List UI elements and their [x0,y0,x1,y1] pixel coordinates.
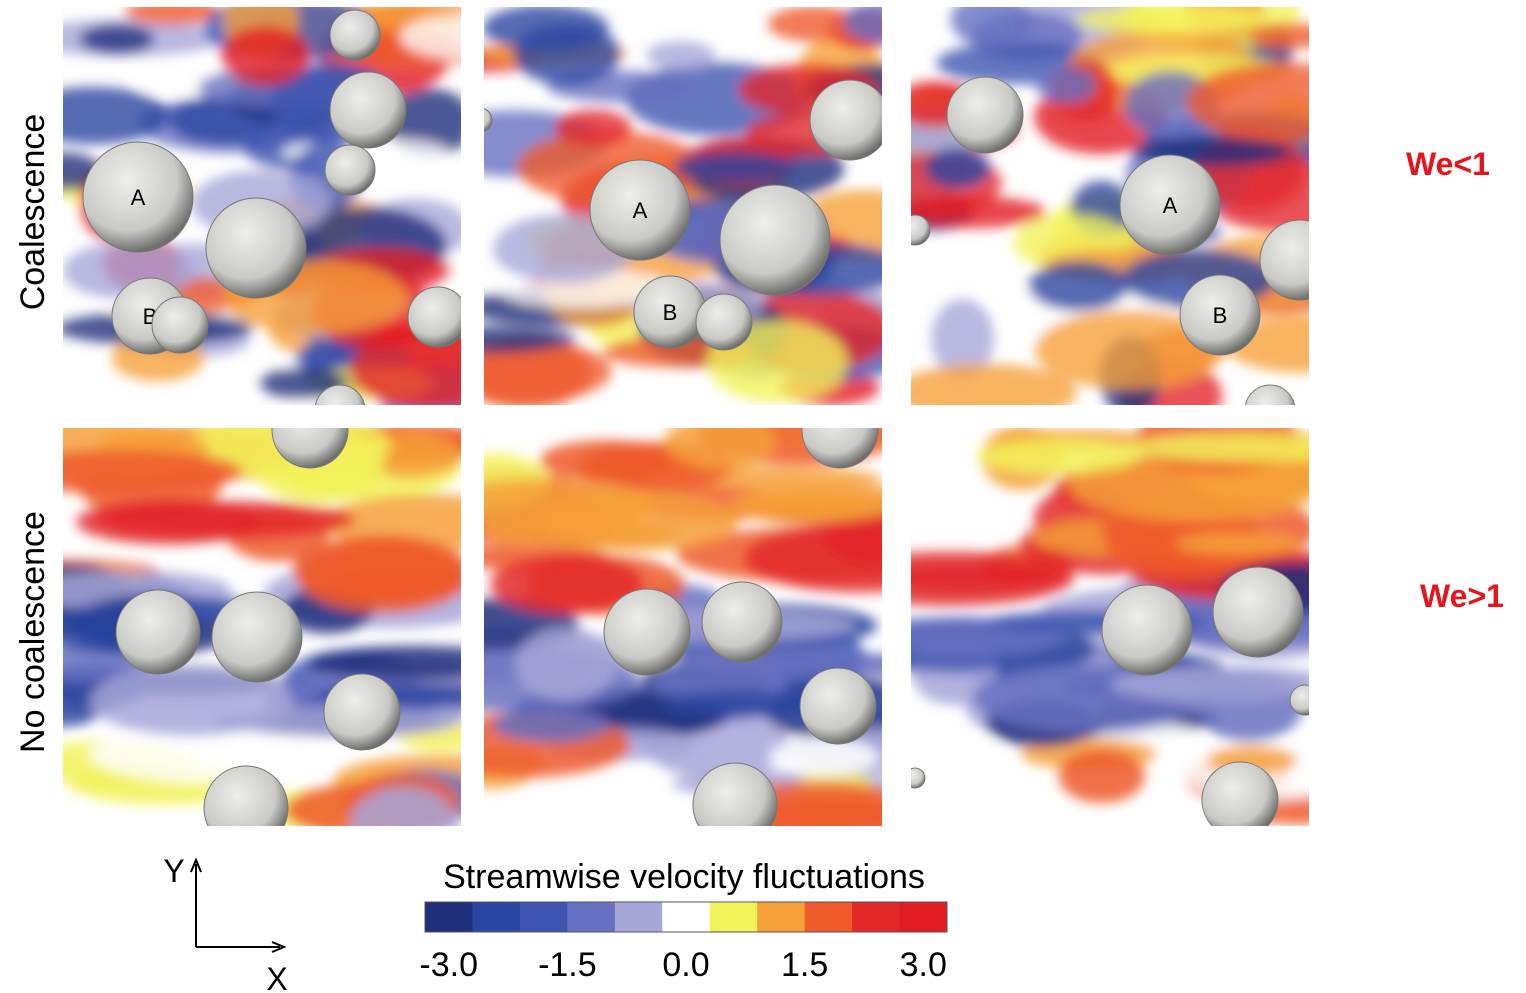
flow-blob [0,450,242,494]
flow-blob [1127,434,1368,462]
flow-blob [664,414,776,469]
bubble [1202,762,1278,838]
colorbar-tick-label: 1.5 [781,946,828,984]
bubble [947,77,1023,153]
bubble-label: A [131,185,146,210]
bubble [1213,567,1303,657]
bubble [408,287,468,347]
bubble-label: A [633,198,648,223]
flow-panel: AB [19,0,542,441]
colorbar-tick-label: -3.0 [419,946,478,984]
colorbar-swatch [805,902,853,932]
colorbar-swatch [425,902,473,932]
axes-icon [191,860,284,952]
bubble [330,72,406,148]
flow-blob [76,499,261,544]
bubble [1260,220,1340,300]
colorbar-swatch [710,902,758,932]
bubble-label: A [1163,193,1178,218]
flow-blob [1036,66,1097,103]
colorbar-swatch [757,902,805,932]
x-axis-label: X [266,961,287,993]
flow-blob [438,479,655,529]
bubble [468,108,492,132]
bubble [315,385,365,435]
flow-blob [646,41,715,70]
bubble-label: B [1213,303,1228,328]
flow-blob [482,5,609,52]
flow-blob [1186,62,1381,141]
figure: ABABAB Coalescence No coalescence We<1 W… [0,0,1526,993]
colorbar: -3.0 -1.5 0.0 1.5 3.0 [419,902,947,984]
flow-blob [80,24,155,53]
flow-blob [540,440,669,480]
bubble [1102,585,1192,675]
row-label: Coalescence [14,114,52,311]
bubble [900,215,930,245]
flow-blob [492,708,610,742]
flow-blob [555,110,632,146]
bubble [1290,685,1320,715]
flow-blob [1029,261,1129,311]
regime-label: We>1 [1420,578,1504,614]
colorbar-swatch [472,902,520,932]
row-label: No coalescence [14,511,52,753]
colorbar-swatch [615,902,663,932]
bubble [116,590,200,674]
bubble [720,185,830,295]
bubble [604,589,690,675]
flow-blob [292,535,469,603]
bubble-label: B [663,300,678,325]
bubble [702,582,782,662]
colorbar-swatch [567,902,615,932]
bubble [800,668,876,744]
flow-blob [515,628,616,701]
colorbar-swatch [520,902,568,932]
flow-panel [0,392,545,859]
flow-panel: AB [394,1,955,410]
y-axis-label: Y [163,853,184,889]
flow-blob [977,438,1140,474]
flow-panel [393,392,981,847]
bubble [1245,385,1295,435]
bubble [693,763,777,847]
flow-blob [770,737,878,776]
bubble [330,10,380,60]
bubble [810,80,890,160]
flow-blob [221,26,310,86]
colorbar-swatch [662,902,710,932]
bubble [152,297,208,353]
colorbar-swatch [900,902,948,932]
colorbar-title: Streamwise velocity fluctuations [443,858,925,896]
colorbar-tick-label: -1.5 [538,946,597,984]
bubble [204,766,288,850]
flow-blob [577,800,695,829]
flow-panel: AB [830,0,1381,435]
colorbar-swatch [852,902,900,932]
bubble [324,674,400,750]
bubble [696,294,752,350]
bubble [206,198,306,298]
flow-blob [886,729,1007,784]
flow-panel [825,401,1416,838]
flow-blob [1076,5,1268,34]
flow-blob [924,148,990,189]
flow-blob [893,364,1077,422]
flow-blob [843,1,917,43]
flow-blob [1248,23,1333,49]
flow-blob [350,786,457,859]
bubble [905,768,925,788]
flow-blob [1175,532,1300,556]
regime-label: We<1 [1406,146,1490,182]
flow-blob [1059,749,1146,803]
bubble [325,145,375,195]
colorbar-tick-label: 3.0 [900,946,947,984]
flow-blob [674,153,798,183]
colorbar-tick-label: 0.0 [662,946,709,984]
bubble [212,592,302,682]
